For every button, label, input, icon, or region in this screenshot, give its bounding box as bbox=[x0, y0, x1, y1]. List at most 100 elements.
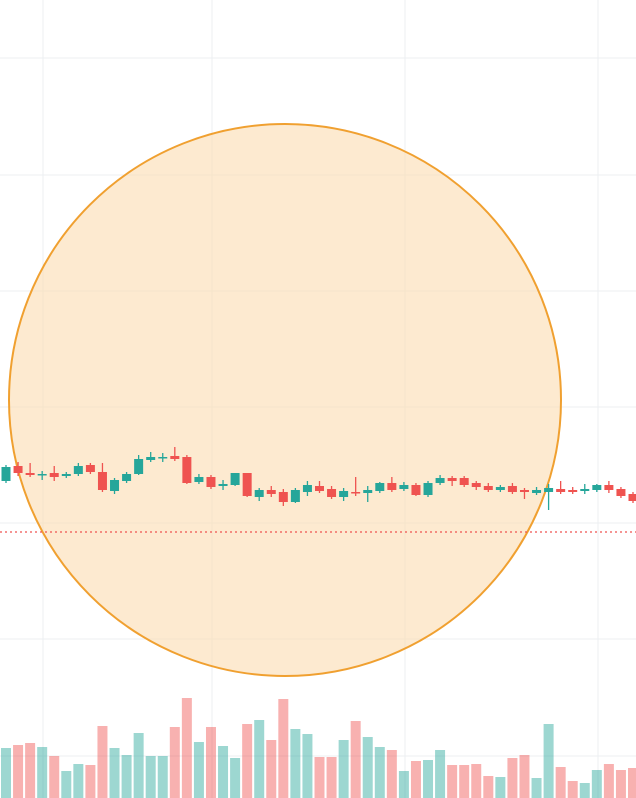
candle-body bbox=[411, 485, 421, 495]
candle-body bbox=[1, 467, 11, 481]
candle-body bbox=[25, 473, 35, 475]
candle-body bbox=[351, 492, 361, 494]
volume-bar bbox=[447, 765, 458, 798]
candle-body bbox=[616, 489, 626, 496]
volume-bar bbox=[97, 726, 108, 798]
candle-body bbox=[387, 483, 397, 490]
candle-body bbox=[13, 466, 23, 473]
candle-body bbox=[604, 485, 614, 490]
volume-bar bbox=[579, 783, 590, 798]
volume-bar bbox=[61, 771, 72, 798]
volume-bar bbox=[157, 756, 168, 798]
candle-body bbox=[146, 457, 156, 460]
volume-bar bbox=[25, 743, 36, 798]
volume-bar bbox=[459, 765, 470, 798]
candle-body bbox=[230, 473, 240, 485]
volume-bar bbox=[49, 756, 60, 798]
volume-bar bbox=[591, 770, 602, 798]
volume-bar bbox=[386, 750, 397, 798]
volume-bar bbox=[290, 729, 301, 798]
volume-bar bbox=[471, 764, 482, 798]
circle-drawing[interactable] bbox=[8, 123, 562, 677]
volume-bar bbox=[603, 764, 614, 798]
volume-bar bbox=[121, 755, 132, 798]
volume-bar bbox=[145, 756, 156, 798]
candle-body bbox=[327, 489, 337, 497]
candle-body bbox=[49, 473, 59, 477]
volume-bar bbox=[519, 755, 530, 798]
volume-bar bbox=[109, 748, 120, 798]
candle-body bbox=[73, 466, 83, 474]
candle-body bbox=[471, 483, 481, 487]
candle-body bbox=[435, 478, 445, 483]
candle-body bbox=[110, 480, 120, 491]
volume-bar bbox=[398, 771, 409, 798]
candle-body bbox=[339, 491, 349, 497]
volume-bar bbox=[133, 733, 144, 798]
candle-body bbox=[206, 477, 216, 487]
volume-bar bbox=[531, 778, 542, 798]
candle-body bbox=[592, 485, 602, 490]
candle-body bbox=[483, 486, 493, 490]
volume-bar bbox=[362, 737, 373, 798]
candle-body bbox=[85, 465, 95, 472]
candle-body bbox=[556, 489, 566, 492]
candle-body bbox=[423, 483, 433, 495]
candle-body bbox=[315, 486, 324, 491]
volume-bar bbox=[374, 747, 385, 798]
volume-bar bbox=[567, 781, 578, 798]
candle-body bbox=[194, 477, 204, 482]
volume-bar bbox=[218, 746, 229, 798]
candle-body bbox=[447, 478, 457, 481]
volume-bar bbox=[483, 776, 494, 798]
volume-bar bbox=[169, 727, 180, 798]
volume-bar bbox=[266, 740, 277, 798]
candle-body bbox=[134, 459, 144, 474]
volume-bar bbox=[410, 761, 421, 798]
candle-body bbox=[61, 474, 71, 476]
volume-bar bbox=[37, 747, 48, 798]
candle-body bbox=[459, 478, 469, 485]
volume-bar bbox=[13, 745, 24, 798]
candle-body bbox=[495, 487, 505, 490]
candle-body bbox=[628, 494, 636, 501]
candle-body bbox=[507, 486, 517, 492]
candle-body bbox=[544, 488, 554, 492]
volume-bar bbox=[326, 757, 337, 798]
candle-body bbox=[158, 457, 168, 459]
volume-bar bbox=[555, 767, 566, 798]
candle-body bbox=[290, 490, 300, 502]
volume-bar bbox=[338, 740, 349, 798]
volume-bar bbox=[615, 770, 626, 798]
candle-body bbox=[182, 457, 192, 483]
volume-bar bbox=[628, 768, 636, 798]
candle-body bbox=[278, 492, 288, 502]
volume-bar bbox=[85, 765, 96, 798]
volume-bar bbox=[73, 764, 84, 798]
series bbox=[0, 447, 636, 798]
volume-bar bbox=[205, 727, 216, 798]
volume-bar bbox=[435, 750, 446, 798]
volume-bar bbox=[242, 724, 253, 798]
candle-body bbox=[363, 490, 373, 493]
volume-bar bbox=[181, 698, 192, 798]
candle-body bbox=[122, 474, 132, 481]
candle-body bbox=[97, 472, 107, 490]
candle-body bbox=[399, 485, 409, 489]
volume-bar bbox=[507, 758, 518, 798]
candle-body bbox=[254, 490, 264, 497]
volume-bar bbox=[278, 699, 289, 798]
volume-bar bbox=[230, 758, 241, 798]
candle-body bbox=[580, 489, 590, 491]
volume-bar bbox=[314, 757, 325, 798]
volume-bar bbox=[423, 760, 434, 798]
volume-bar bbox=[543, 724, 554, 798]
candle-body bbox=[302, 485, 312, 492]
candle-body bbox=[242, 473, 252, 496]
candle-body bbox=[568, 490, 578, 492]
candle-body bbox=[266, 490, 276, 494]
volume-bar bbox=[1, 748, 11, 798]
candle-body bbox=[170, 456, 180, 459]
volume-bar bbox=[495, 777, 506, 798]
